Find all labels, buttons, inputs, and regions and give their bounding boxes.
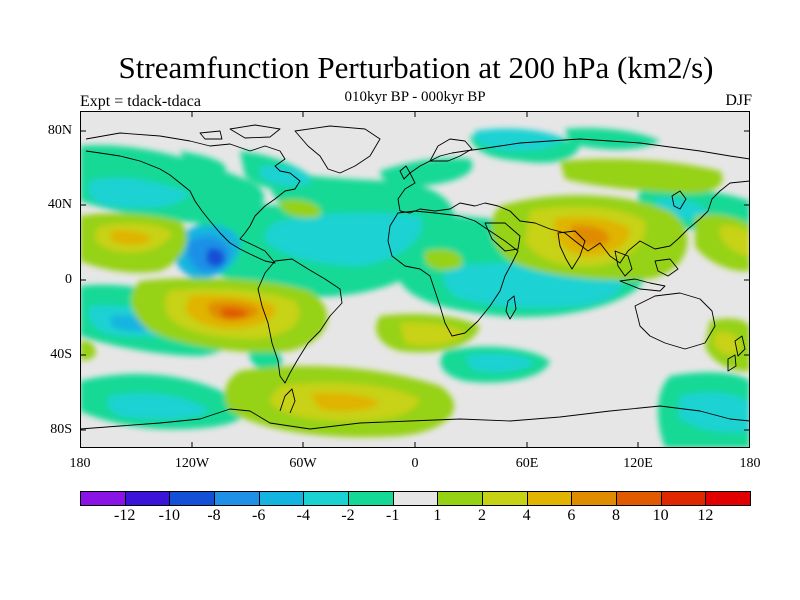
colorbar-box	[303, 491, 349, 506]
lon-label-180w: 180	[69, 456, 91, 471]
colorbar-box	[526, 491, 573, 506]
season-label: DJF	[725, 92, 752, 109]
lon-label-60e: 60E	[515, 456, 539, 471]
colorbar-label: -6	[251, 507, 266, 524]
colorbar-box	[437, 491, 483, 506]
colorbar-label: -2	[341, 507, 355, 524]
lon-label-120w: 120W	[174, 456, 210, 471]
streamfunction-map	[80, 111, 750, 448]
colorbar-box	[214, 491, 260, 506]
colorbar-label: -8	[207, 507, 221, 524]
colorbar-box	[705, 491, 751, 506]
colorbar-box	[124, 491, 171, 506]
colorbar-label: 12	[697, 507, 714, 524]
colorbar-label: 1	[433, 507, 442, 524]
lat-label-0: 0	[65, 272, 72, 287]
colorbar-label: -4	[296, 507, 310, 524]
chart-subtitle: 010kyr BP - 000kyr BP	[344, 89, 486, 105]
colorbar-box	[392, 491, 439, 506]
colorbar-box	[571, 491, 617, 506]
chart-title: Streamfunction Perturbation at 200 hPa (…	[118, 50, 714, 85]
colorbar-box	[169, 491, 215, 506]
colorbar-label: 10	[652, 507, 669, 524]
colorbar-label: -12	[113, 507, 136, 524]
lon-label-60w: 60W	[289, 456, 317, 471]
lat-label-40n: 40N	[47, 197, 72, 212]
colorbar	[80, 491, 751, 506]
colorbar-label: -1	[385, 507, 400, 524]
lat-label-80s: 80S	[50, 422, 72, 437]
lon-label-120e: 120E	[623, 456, 653, 471]
colorbar-label: 2	[478, 507, 486, 524]
lon-label-0: 0	[411, 456, 419, 471]
coastlines	[80, 124, 750, 430]
contour-fills	[80, 128, 750, 448]
lat-label-40s: 40S	[50, 347, 72, 362]
colorbar-label: 6	[567, 507, 576, 524]
colorbar-label: -10	[158, 507, 180, 524]
colorbar-label: 8	[612, 507, 620, 524]
colorbar-box	[616, 491, 662, 506]
lat-label-80n: 80N	[47, 123, 72, 138]
experiment-label: Expt = tdack-tdaca	[80, 93, 201, 110]
colorbar-box	[258, 491, 305, 506]
axis-ticks	[80, 111, 750, 448]
colorbar-box	[348, 491, 394, 506]
colorbar-box	[482, 491, 528, 506]
colorbar-label: 4	[522, 507, 531, 524]
lon-label-180e: 180	[739, 456, 761, 471]
colorbar-box	[660, 491, 707, 506]
colorbar-box	[80, 491, 126, 506]
